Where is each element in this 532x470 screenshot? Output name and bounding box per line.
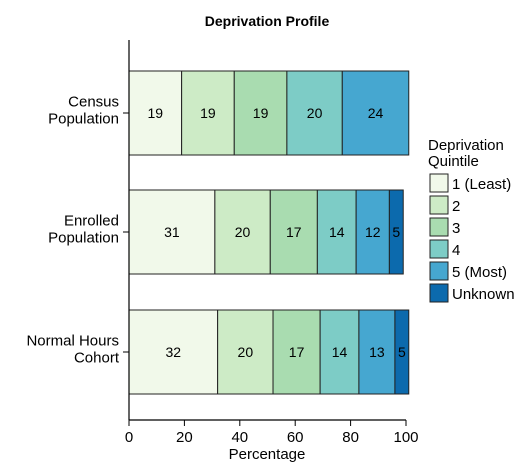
bar-segment xyxy=(286,70,343,156)
bar-segment-label: 14 xyxy=(332,344,348,360)
legend-title-line-1: Deprivation xyxy=(428,137,504,154)
legend-item-label: 5 (Most) xyxy=(452,264,507,281)
legend-swatch xyxy=(429,261,449,281)
bar-segment-label: 5 xyxy=(392,224,400,240)
legend-title-line-2: Quintile xyxy=(428,153,479,170)
bar-segment xyxy=(233,70,288,156)
x-tick-label: 60 xyxy=(287,429,304,446)
y-tick-label: Population xyxy=(48,230,119,247)
y-tick-label: Normal Hours xyxy=(26,333,119,350)
legend-item-label: 3 xyxy=(452,220,460,237)
bar-segment xyxy=(355,189,390,275)
bar-segment xyxy=(128,189,216,275)
x-tick-label: 20 xyxy=(176,429,193,446)
bar-segment xyxy=(388,189,404,275)
legend-swatch xyxy=(429,195,449,215)
bar-segment xyxy=(272,309,321,395)
bar-segment xyxy=(341,70,410,156)
bar-segment-label: 20 xyxy=(235,224,251,240)
y-axis: CensusPopulationEnrolledPopulationNormal… xyxy=(26,40,130,420)
legend: Deprivation Quintile 1 (Least) 2 3 4 5 (Most… xyxy=(428,137,515,303)
y-tick-label: Population xyxy=(48,111,119,128)
bars-group: 19 19 19 20 24 31 20 17 14 12 5 32 20 17 14 13 5 xyxy=(128,70,410,395)
bar-segment xyxy=(214,189,271,275)
legend-swatch xyxy=(429,283,449,303)
legend-item-label: 1 (Least) xyxy=(452,176,511,193)
bar-segment-label: 19 xyxy=(200,105,216,121)
bar-segment xyxy=(269,189,318,275)
bar-segment-label: 12 xyxy=(365,224,381,240)
legend-item-label: 4 xyxy=(452,242,460,259)
x-axis: 0 20 40 60 80 100 xyxy=(125,419,419,446)
x-tick-label: 40 xyxy=(231,429,248,446)
x-tick-label: 80 xyxy=(342,429,359,446)
x-tick-label: 0 xyxy=(125,429,133,446)
bar-segment xyxy=(358,309,396,395)
y-tick-label: Census xyxy=(68,94,119,111)
y-tick-label: Enrolled xyxy=(64,213,119,230)
legend-item-label: Unknown xyxy=(452,286,515,303)
y-tick-label: Cohort xyxy=(74,350,120,367)
bar-segment-label: 5 xyxy=(398,344,406,360)
bar-segment-label: 19 xyxy=(253,105,269,121)
bar-segment xyxy=(217,309,274,395)
legend-item-label: 2 xyxy=(452,198,460,215)
x-axis-label: Percentage xyxy=(229,446,306,463)
bar-segment-label: 31 xyxy=(164,224,180,240)
bar-segment xyxy=(128,70,183,156)
bar-segment xyxy=(319,309,360,395)
bar-segment-label: 14 xyxy=(329,224,345,240)
bar-segment-label: 17 xyxy=(289,344,305,360)
bar-segment xyxy=(316,189,357,275)
bar-segment xyxy=(128,309,219,395)
bar-segment-label: 32 xyxy=(166,344,182,360)
legend-swatch xyxy=(429,173,449,193)
bar-segment-label: 20 xyxy=(307,105,323,121)
chart-title: Deprivation Profile xyxy=(205,13,330,29)
bar-segment-label: 24 xyxy=(368,105,384,121)
bar-segment-label: 17 xyxy=(286,224,302,240)
bar-segment-label: 13 xyxy=(369,344,385,360)
bar-segment xyxy=(394,309,410,395)
legend-swatch xyxy=(429,239,449,259)
bar-segment-label: 19 xyxy=(148,105,164,121)
x-tick-label: 100 xyxy=(393,429,418,446)
bar-segment xyxy=(181,70,235,156)
bar-segment-label: 20 xyxy=(238,344,254,360)
legend-swatch xyxy=(429,217,449,237)
